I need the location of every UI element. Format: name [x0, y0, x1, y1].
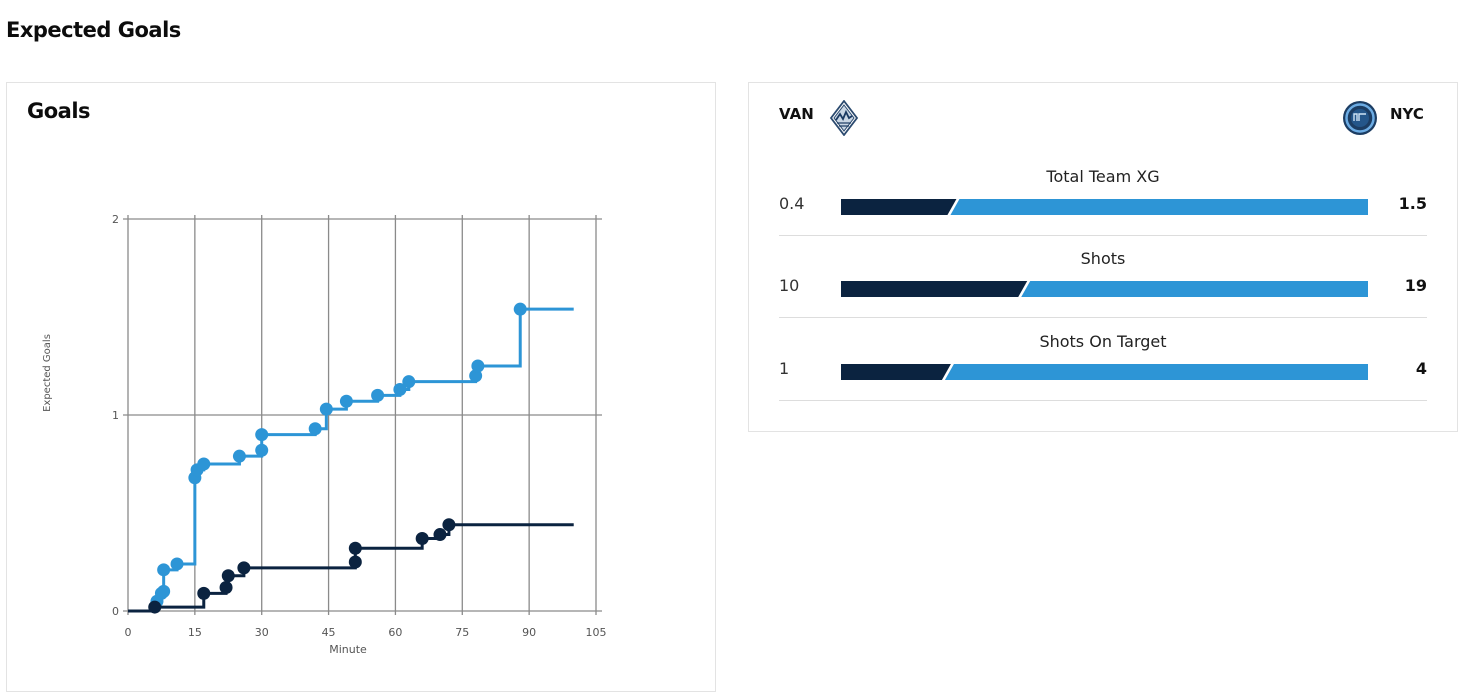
home-team-abbr: VAN [779, 105, 814, 123]
away-shot-point [157, 584, 171, 598]
stat-comparison-bar [841, 281, 1368, 297]
home-stat-bar [841, 199, 957, 215]
divider [779, 235, 1427, 236]
away-shot-point [232, 449, 246, 463]
team-stats-card: VAN NYC Total Team XG 0.4 1.5 Shots 10 1… [748, 82, 1458, 432]
y-tick-label: 2 [112, 213, 119, 226]
away-shot-point [513, 302, 527, 316]
away-shot-point [170, 557, 184, 571]
whitecaps-crest-icon [829, 100, 859, 136]
away-stat-bar [1021, 281, 1368, 297]
x-tick-label: 60 [388, 626, 402, 639]
away-shot-point [339, 394, 353, 408]
xg-chart: 0 15 30 45 60 75 90 105 0 1 2 Minute Expected Goals [42, 213, 607, 656]
divider [779, 317, 1427, 318]
x-tick-label: 75 [455, 626, 469, 639]
home-stat-bar [841, 364, 951, 380]
stat-row-shots: Shots 10 19 [779, 249, 1427, 331]
chart-card-title: Goals [27, 99, 91, 123]
home-shot-point [148, 600, 162, 614]
away-shot-point [157, 563, 171, 577]
home-shot-point [237, 561, 251, 575]
x-tick-label: 15 [188, 626, 202, 639]
away-shot-point [371, 388, 385, 402]
stat-away-value: 4 [1415, 359, 1427, 378]
away-shot-point [197, 457, 211, 471]
home-shot-point [219, 580, 233, 594]
stat-row-shots-on-target: Shots On Target 1 4 [779, 332, 1427, 414]
away-shot-point [471, 359, 485, 373]
away-shot-point [402, 375, 416, 389]
y-tick-label: 1 [112, 409, 119, 422]
stat-label: Total Team XG [1046, 167, 1160, 186]
x-tick-label: 105 [586, 626, 607, 639]
x-tick-label: 30 [255, 626, 269, 639]
stat-away-value: 19 [1404, 276, 1427, 295]
away-stat-bar [950, 199, 1368, 215]
away-xg-line [128, 307, 574, 613]
away-stat-bar [944, 364, 1368, 380]
home-shot-point [197, 586, 211, 600]
home-shot-point [442, 518, 456, 532]
stat-label: Shots [1080, 249, 1126, 268]
y-tick-label: 0 [112, 605, 119, 618]
stat-home-value: 1 [779, 359, 790, 378]
away-shot-point [308, 422, 322, 436]
away-shot-point [469, 369, 483, 383]
home-shot-point [433, 528, 447, 542]
away-shot-point [393, 383, 407, 397]
x-axis-label: Minute [329, 643, 367, 656]
x-tick-label: 45 [322, 626, 336, 639]
home-shot-point [348, 555, 362, 569]
stat-comparison-bar [841, 364, 1368, 380]
y-axis-label: Expected Goals [42, 334, 53, 412]
home-shot-point [348, 541, 362, 555]
stat-comparison-bar [841, 199, 1368, 215]
nycfc-crest-icon [1343, 101, 1377, 135]
away-shot-point [255, 443, 269, 457]
stat-home-value: 10 [779, 276, 800, 295]
home-stat-bar [841, 281, 1028, 297]
divider [779, 400, 1427, 401]
away-shot-point [255, 428, 269, 442]
away-team-abbr: NYC [1390, 105, 1424, 123]
x-tick-label: 0 [125, 626, 132, 639]
page-title: Expected Goals [6, 18, 181, 42]
x-tick-label: 90 [522, 626, 536, 639]
xg-chart-card: 0 15 30 45 60 75 90 105 0 1 2 Minute Expected Goals … [6, 82, 716, 692]
stat-row-total-team-xg: Total Team XG 0.4 1.5 [779, 167, 1427, 249]
stat-label: Shots On Target [1039, 332, 1167, 351]
stat-home-value: 0.4 [779, 194, 805, 213]
away-shot-point [319, 402, 333, 416]
home-shot-point [221, 569, 235, 583]
home-shot-point [415, 531, 429, 545]
stat-away-value: 1.5 [1398, 194, 1427, 213]
